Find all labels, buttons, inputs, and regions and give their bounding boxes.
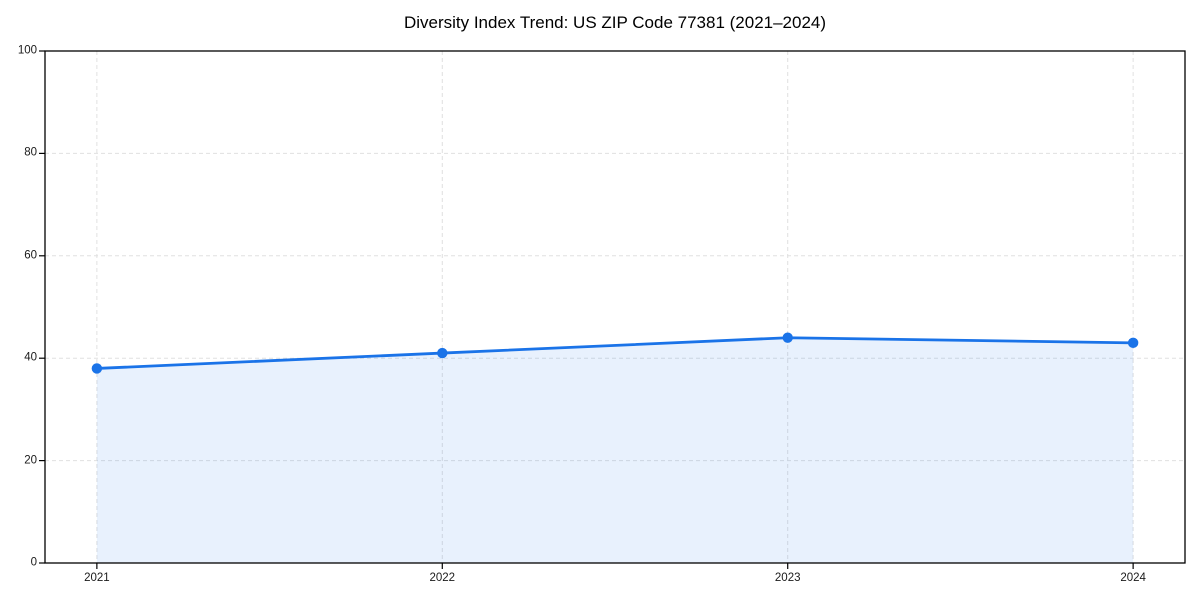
x-tick-label: 2024: [1120, 572, 1146, 584]
data-point: [91, 363, 103, 374]
data-point: [782, 332, 793, 343]
y-tick-label: 40: [24, 351, 37, 364]
chart-title: Diversity Index Trend: US ZIP Code 77381…: [403, 13, 827, 32]
x-tick-label: 2021: [84, 572, 110, 584]
y-tick-label: 100: [17, 44, 37, 57]
data-point: [1127, 337, 1139, 349]
x-tick-label: 2023: [774, 572, 801, 584]
axis-box: [44, 50, 1186, 564]
y-tick-label: 20: [24, 453, 37, 466]
y-tick-label: 0: [30, 556, 37, 569]
area-fill: [96, 337, 1134, 563]
data-point: [437, 347, 448, 359]
x-tick-label: 2022: [429, 572, 456, 584]
y-tick-label: 60: [24, 249, 37, 262]
trend-line: [95, 336, 1135, 370]
y-tick-label: 80: [24, 146, 37, 159]
